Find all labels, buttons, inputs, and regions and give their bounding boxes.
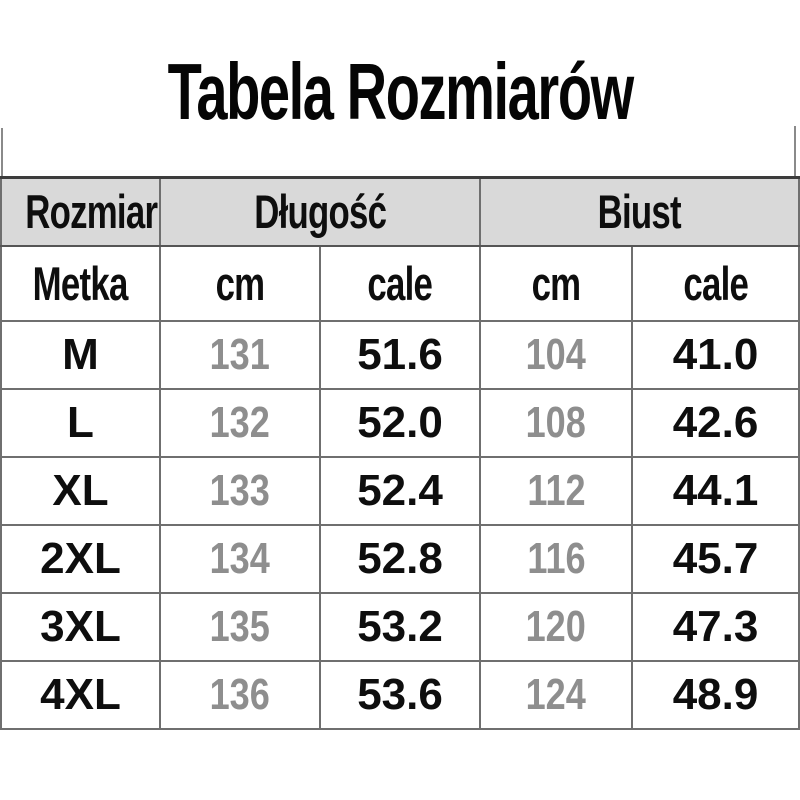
header-bust-cm-label: cm (531, 256, 582, 310)
header-length-cm: cm (159, 244, 321, 322)
size-table: Rozmiar Długość Biust Metka cm cale cm c… (0, 176, 800, 730)
header-rozmiar: Rozmiar (0, 176, 161, 247)
bust-cale-cell: 45.7 (631, 523, 800, 594)
length-cale-cell: 52.4 (318, 455, 482, 526)
size-cell: M (0, 319, 161, 390)
bust-cale-cell: 42.6 (631, 387, 800, 458)
table-row-4xl: 4XL 136 53.6 124 48.9 (0, 659, 800, 730)
header-length-cale: cale (318, 244, 482, 322)
header-bust-cale: cale (631, 244, 800, 322)
header-metka-label: Metka (33, 256, 129, 310)
size-cell: 4XL (0, 659, 161, 730)
bust-cm-cell: 104 (479, 319, 634, 390)
header-rozmiar-label: Rozmiar (25, 185, 158, 239)
bust-cale-cell: 41.0 (631, 319, 800, 390)
header-bust-cm: cm (479, 244, 634, 322)
table-row-xl: XL 133 52.4 112 44.1 (0, 455, 800, 526)
header-bust-cale-label: cale (683, 256, 748, 310)
length-cale-cell: 53.2 (318, 591, 482, 662)
size-cell: L (0, 387, 161, 458)
header-length-cm-label: cm (215, 256, 266, 310)
length-cale-cell: 51.6 (318, 319, 482, 390)
size-cell: XL (0, 455, 161, 526)
header-dlugosc-label: Długość (253, 185, 387, 239)
bust-cm-cell: 112 (479, 455, 634, 526)
header-biust-label: Biust (597, 185, 682, 239)
header-metka: Metka (0, 244, 161, 322)
length-cm-cell: 136 (159, 659, 321, 730)
length-cale-cell: 53.6 (318, 659, 482, 730)
bust-cale-cell: 44.1 (631, 455, 800, 526)
bust-cm-cell: 124 (479, 659, 634, 730)
table-group-header-row: Rozmiar Długość Biust (0, 176, 800, 247)
table-row-m: M 131 51.6 104 41.0 (0, 319, 800, 390)
table-frame-left-line (1, 128, 3, 176)
page-title-text: Tabela Rozmiarów (167, 47, 634, 136)
table-row-3xl: 3XL 135 53.2 120 47.3 (0, 591, 800, 662)
table-frame-right-line (794, 126, 796, 176)
bust-cm-cell: 120 (479, 591, 634, 662)
bust-cm-cell: 108 (479, 387, 634, 458)
header-length-cale-label: cale (367, 256, 433, 310)
size-cell: 3XL (0, 591, 161, 662)
length-cm-cell: 133 (159, 455, 321, 526)
size-cell: 2XL (0, 523, 161, 594)
length-cale-cell: 52.8 (318, 523, 482, 594)
bust-cale-cell: 47.3 (631, 591, 800, 662)
bust-cale-cell: 48.9 (631, 659, 800, 730)
length-cm-cell: 134 (159, 523, 321, 594)
length-cale-cell: 52.0 (318, 387, 482, 458)
length-cm-cell: 132 (159, 387, 321, 458)
page-title: Tabela Rozmiarów (0, 48, 800, 136)
header-dlugosc: Długość (158, 176, 482, 247)
header-biust: Biust (479, 176, 800, 247)
bust-cm-cell: 116 (479, 523, 634, 594)
table-unit-header-row: Metka cm cale cm cale (0, 244, 800, 322)
table-row-2xl: 2XL 134 52.8 116 45.7 (0, 523, 800, 594)
table-row-l: L 132 52.0 108 42.6 (0, 387, 800, 458)
length-cm-cell: 135 (159, 591, 321, 662)
length-cm-cell: 131 (159, 319, 321, 390)
